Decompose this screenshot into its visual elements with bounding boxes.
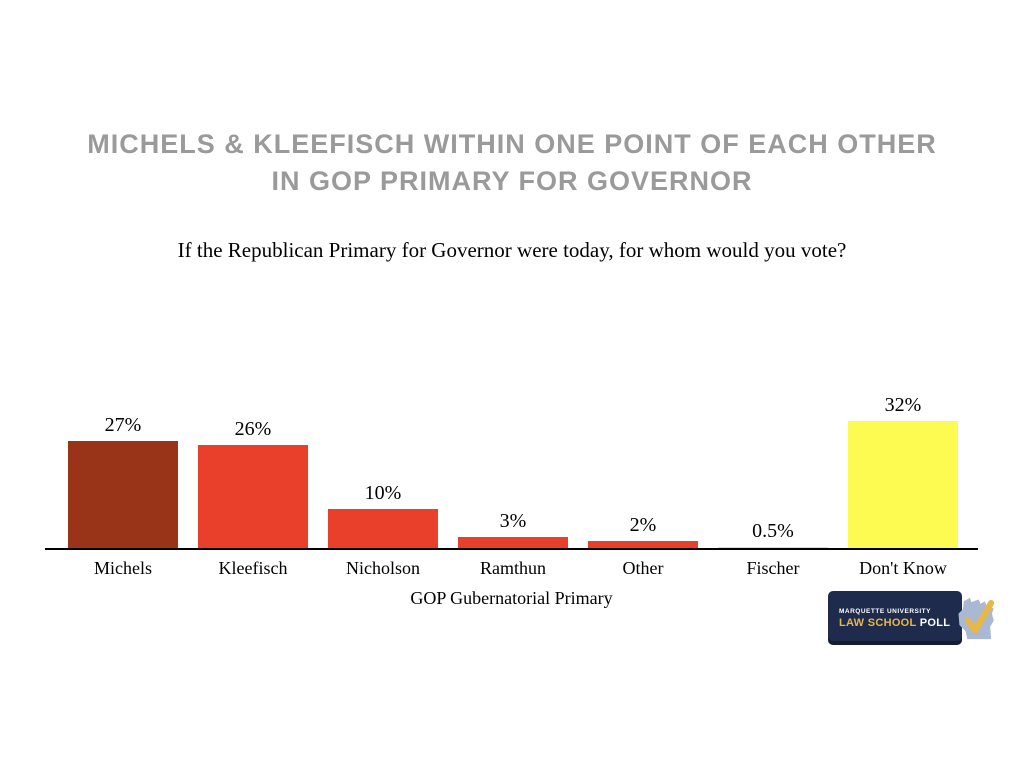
marquette-law-school-poll-logo: MARQUETTE UNIVERSITY LAW SCHOOL POLL [828,591,995,645]
value-label-kleefisch: 26% [234,418,272,440]
bar-kleefisch [198,445,308,549]
x-axis-label-other: Other [622,558,664,578]
logo-poll-text: POLL [919,616,951,629]
bar-don-t-know [848,421,958,549]
value-label-ramthun: 3% [499,510,527,532]
x-axis-title: GOP Gubernatorial Primary [410,588,613,608]
value-label-nicholson: 10% [364,482,402,504]
wisconsin-state-icon [958,597,995,640]
x-axis-labels: Michels Kleefisch Nicholson Ramthun Other Fis… [45,558,978,584]
value-label-michels: 27% [104,414,142,436]
value-label-other: 2% [629,514,657,536]
logo-law-school-text: LAW SCHOOL [839,616,917,629]
logo-poll-name: LAW SCHOOL POLL [839,617,950,629]
bar-other [588,541,698,549]
x-axis-label-kleefisch: Kleefisch [218,558,288,578]
x-axis-label-nicholson: Nicholson [346,558,420,578]
value-label-fischer: 0.5% [752,520,794,542]
page-title: MICHELS & KLEEFISCH WITHIN ONE POINT OF … [0,126,1024,200]
bar-michels [68,441,178,549]
x-axis-label-michels: Michels [94,558,152,578]
page-title-line-1: MICHELS & KLEEFISCH WITHIN ONE POINT OF … [87,129,937,159]
logo-university-name: MARQUETTE UNIVERSITY [839,607,931,615]
page-title-line-2: IN GOP PRIMARY FOR GOVERNOR [271,166,753,196]
logo-text: MARQUETTE UNIVERSITY LAW SCHOOL POLL [839,608,950,629]
bar-nicholson [328,509,438,549]
value-label-don-t-know: 32% [884,394,922,416]
check-mark-icon [965,599,995,634]
x-axis-label-don-t-know: Don't Know [859,558,947,578]
x-axis-label-ramthun: Ramthun [480,558,546,578]
plot-area: 27% 26% 10% 3% 2% 0.5% 32% [45,339,978,549]
x-axis-label-fischer: Fischer [746,558,800,578]
x-axis-line [45,548,978,550]
bar-ramthun [458,537,568,549]
chart-question: If the Republican Primary for Governor w… [177,238,847,262]
